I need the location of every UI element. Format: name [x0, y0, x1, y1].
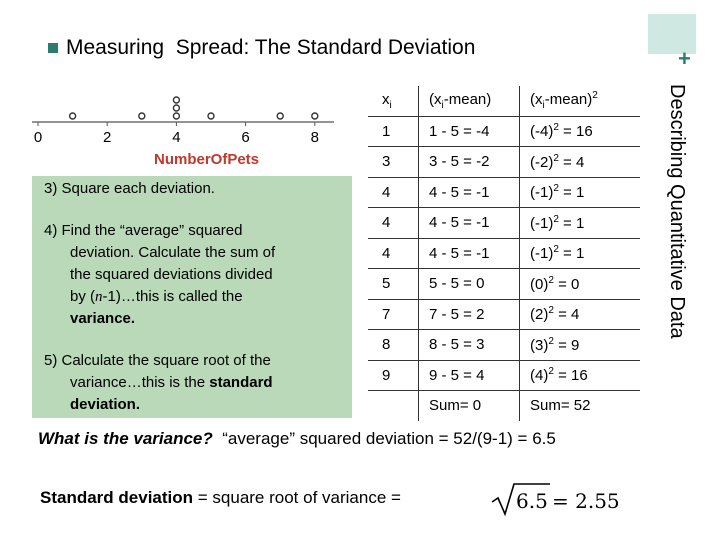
- step-4-line4: by (n-1)…this is called the: [70, 288, 243, 305]
- cell-deviation: 9 - 5 = 4: [418, 360, 520, 391]
- formula-arg: 6.5: [516, 489, 548, 513]
- cell-x: 1: [368, 116, 419, 147]
- cell-deviation: 1 - 5 = -4: [418, 116, 520, 147]
- formula-result: = 2.55: [552, 489, 620, 513]
- dot-plot-tick-label: 0: [34, 129, 42, 146]
- step-5: 5) Calculate the square root of the vari…: [44, 350, 273, 416]
- step-4-line1: 4) Find the “average” squared: [44, 222, 243, 239]
- side-title: Describing Quantitative Data: [666, 84, 688, 339]
- corner-accent-box: [648, 14, 696, 54]
- step-4: 4) Find the “average” squared deviation.…: [44, 220, 275, 330]
- deviation-table: xi (xi-mean) (xi-mean)2 1 1 - 5 = -4 (-4)2 = …: [368, 86, 644, 421]
- cell-x: 4: [368, 207, 419, 239]
- cell-deviation: 4 - 5 = -1: [418, 238, 520, 269]
- dot-plot-point: [172, 104, 181, 112]
- cell-x: 4: [368, 238, 419, 269]
- header-xi: xi: [368, 86, 419, 117]
- bullet-icon: [48, 43, 58, 53]
- side-banner: [663, 0, 703, 540]
- cell-x: 8: [368, 329, 419, 361]
- cell-squared: (-4)2 = 16: [519, 116, 640, 147]
- plus-icon: +: [678, 46, 691, 71]
- cell-squared: (-1)2 = 1: [519, 177, 640, 208]
- cell-squared: (-2)2 = 4: [519, 146, 640, 178]
- cell-squared: (0)2 = 0: [519, 268, 640, 300]
- cell-deviation: 4 - 5 = -1: [418, 207, 520, 239]
- dot-plot: 0 2 4 6 8 NumberOfPets: [32, 96, 334, 168]
- dot-plot-point: [311, 112, 319, 120]
- sum-squared: Sum= 52: [530, 397, 591, 415]
- cell-x: 4: [368, 177, 419, 208]
- dot-plot-tick-label: 2: [103, 129, 111, 146]
- cell-squared: (-1)2 = 1: [519, 238, 640, 269]
- slide-title: Measuring Spread: The Standard Deviation: [48, 36, 475, 60]
- cell-deviation: 4 - 5 = -1: [418, 177, 520, 208]
- header-deviation: (xi-mean): [418, 86, 520, 117]
- dot-plot-tick-label: 6: [241, 129, 249, 146]
- cell-squared: (4)2 = 16: [519, 360, 640, 391]
- dot-plot-point: [207, 112, 215, 120]
- question-text: What is the variance?: [38, 429, 213, 448]
- cell-squared: (-1)2 = 1: [519, 207, 640, 239]
- step-5-line2: variance…this is the standard: [70, 374, 273, 391]
- cell-x: 5: [368, 268, 419, 300]
- dot-plot-point: [138, 112, 146, 120]
- standard-deviation-line: Standard deviation = square root of vari…: [40, 488, 401, 508]
- sqrt-symbol-icon: 6.5 = 2.55: [491, 483, 620, 517]
- sd-label-rest: = square root of variance =: [193, 488, 401, 507]
- step-5-line3: deviation.: [70, 396, 141, 413]
- dot-plot-point: [172, 112, 181, 120]
- cell-deviation: 7 - 5 = 2: [418, 299, 520, 330]
- dot-plot-tick-label: 8: [311, 129, 319, 146]
- cell-squared: (3)2 = 9: [519, 329, 640, 361]
- cell-x: 3: [368, 146, 419, 178]
- dot-plot-point: [276, 112, 284, 120]
- step-4-line5: variance.: [70, 310, 136, 327]
- sqrt-formula: 6.5 = 2.55: [490, 480, 620, 524]
- variance-question: What is the variance? “average” squared …: [38, 429, 556, 449]
- step-3: 3) Square each deviation.: [44, 180, 215, 197]
- cell-x: 9: [368, 360, 419, 391]
- header-squared: (xi-mean)2: [519, 86, 640, 117]
- step-4-line3: the squared deviations divided: [70, 266, 273, 283]
- dot-plot-point: [172, 96, 181, 104]
- step-4-line2: deviation. Calculate the sum of: [70, 244, 276, 261]
- table-sum-row: Sum= 0 Sum= 52: [368, 390, 644, 421]
- cell-deviation: 3 - 5 = -2: [418, 146, 520, 178]
- dot-plot-tick-label: 4: [172, 129, 180, 146]
- table-header-row: xi (xi-mean) (xi-mean)2: [368, 86, 644, 117]
- sum-deviation: Sum= 0: [418, 390, 520, 421]
- sd-label-bold: Standard deviation: [40, 488, 194, 507]
- cell-x: 7: [368, 299, 419, 330]
- cell-deviation: 8 - 5 = 3: [418, 329, 520, 361]
- step-5-line1: 5) Calculate the square root of the: [44, 352, 271, 369]
- dot-plot-point: [68, 112, 77, 120]
- instructions-panel: 3) Square each deviation. 4) Find the “a…: [32, 176, 352, 418]
- title-part1: Measuring: [66, 36, 165, 59]
- cell-deviation: 5 - 5 = 0: [418, 268, 520, 300]
- cell-squared: (2)2 = 4: [519, 299, 640, 330]
- title-part2: Spread: The Standard Deviation: [175, 36, 476, 59]
- question-answer: “average” squared deviation = 52/(9-1) =…: [222, 429, 556, 448]
- dot-plot-axis-label: NumberOfPets: [154, 151, 259, 168]
